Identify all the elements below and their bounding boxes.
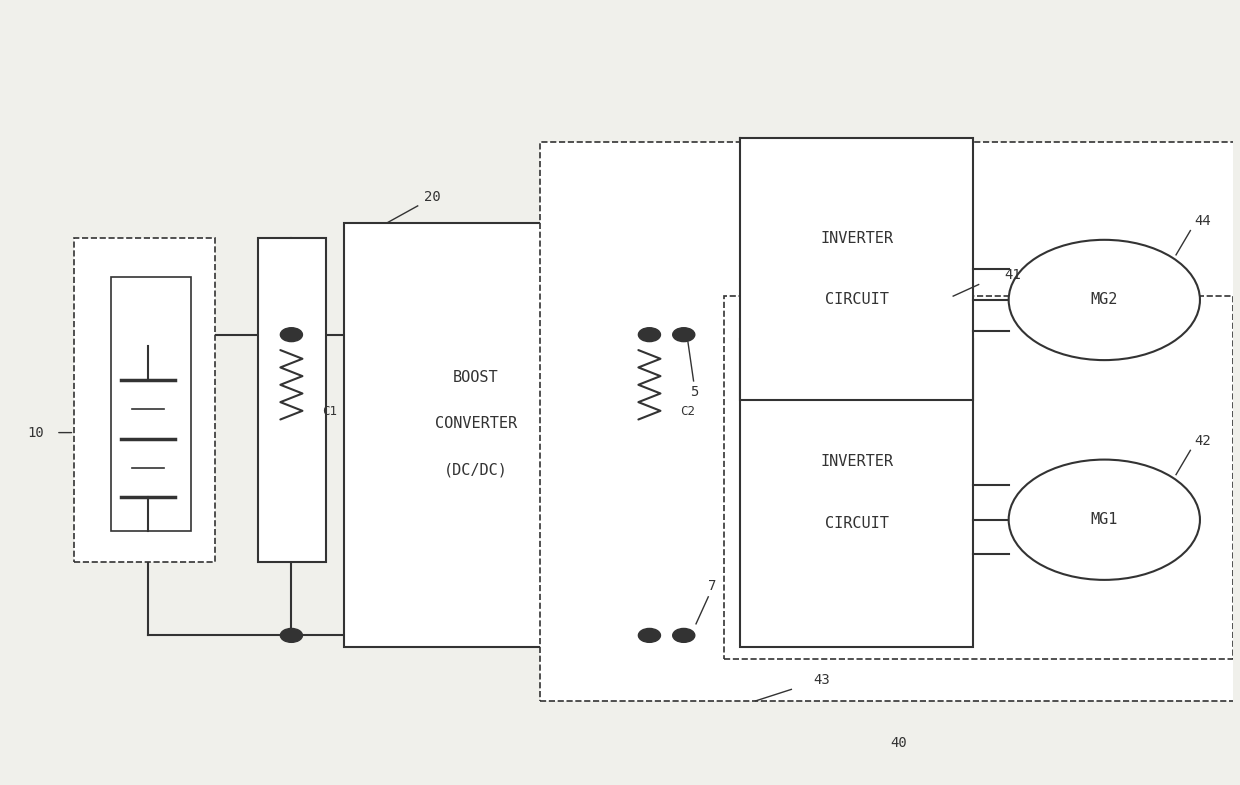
Bar — [112, 277, 191, 531]
Text: MG1: MG1 — [1091, 513, 1118, 528]
Circle shape — [673, 629, 694, 642]
Text: MG2: MG2 — [1091, 293, 1118, 308]
Text: (DC/DC): (DC/DC) — [444, 462, 508, 477]
Text: CIRCUIT: CIRCUIT — [825, 516, 889, 531]
Text: C1: C1 — [322, 405, 337, 418]
Circle shape — [639, 327, 661, 341]
Bar — [74, 239, 216, 562]
Text: 40: 40 — [890, 736, 908, 750]
Text: CONVERTER: CONVERTER — [435, 416, 517, 431]
Text: 44: 44 — [1194, 214, 1210, 228]
Text: C2: C2 — [680, 405, 696, 418]
Circle shape — [639, 629, 661, 642]
Text: 5: 5 — [689, 385, 698, 399]
Text: 43: 43 — [813, 673, 830, 687]
Text: 7: 7 — [708, 579, 717, 593]
Bar — [740, 338, 973, 647]
Text: INVERTER: INVERTER — [820, 231, 893, 246]
Circle shape — [1008, 240, 1200, 360]
Bar — [616, 239, 683, 562]
Circle shape — [1008, 459, 1200, 580]
Text: INVERTER: INVERTER — [820, 455, 893, 469]
Circle shape — [280, 327, 303, 341]
Bar — [724, 296, 1233, 659]
Text: 20: 20 — [424, 190, 440, 203]
Text: CIRCUIT: CIRCUIT — [825, 293, 889, 308]
Bar — [541, 142, 1240, 701]
Bar — [345, 223, 608, 647]
Text: 41: 41 — [1004, 268, 1021, 283]
Text: BOOST: BOOST — [453, 370, 498, 385]
Bar — [258, 239, 326, 562]
Text: 42: 42 — [1194, 434, 1210, 448]
Text: 10: 10 — [27, 425, 43, 440]
Circle shape — [673, 327, 694, 341]
Bar — [740, 138, 973, 400]
Circle shape — [280, 629, 303, 642]
